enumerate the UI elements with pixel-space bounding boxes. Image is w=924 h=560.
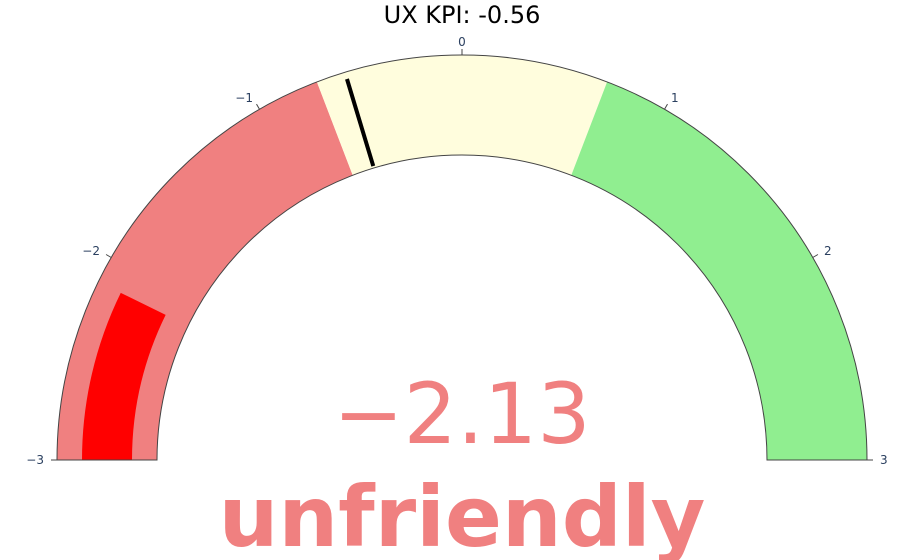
gauge-step-1	[316, 55, 608, 176]
gauge-tick-mark	[105, 254, 112, 258]
gauge-threshold-layer	[345, 78, 376, 167]
gauge-tick-mark	[664, 103, 668, 110]
gauge-tick-mark	[812, 254, 819, 258]
gauge-value-bar	[82, 292, 166, 460]
gauge-tick-label: 2	[824, 244, 832, 258]
gauge-ticks: −3 −2 −1 0 1 2 3	[26, 35, 887, 467]
gauge-border	[56, 54, 868, 461]
gauge-tick-label: 0	[458, 35, 466, 49]
gauge-value: −2.13	[333, 365, 590, 463]
gauge-tick-label: 3	[880, 453, 888, 467]
gauge-tick-label: −1	[235, 91, 253, 105]
chart-title: UX KPI: -0.56	[384, 1, 541, 29]
gauge-threshold-marker	[345, 78, 376, 167]
gauge-tick-mark	[256, 103, 260, 110]
gauge-status-label: unfriendly	[219, 468, 706, 560]
gauge-tick-label: 1	[671, 91, 679, 105]
gauge-tick-label: −2	[82, 244, 100, 258]
gauge-step-2	[571, 81, 867, 460]
gauge-bar-layer	[82, 292, 166, 460]
gauge-tick-label: −3	[26, 453, 44, 467]
gauge-outline	[56, 54, 868, 461]
